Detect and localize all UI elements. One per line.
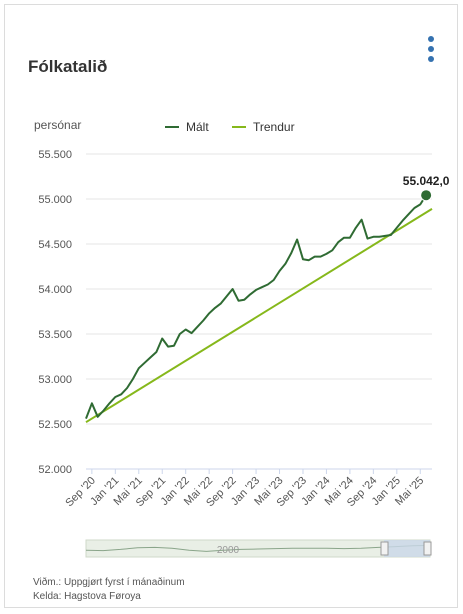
navigator-selection [384, 540, 430, 557]
y-tick-label: 52.500 [38, 419, 72, 431]
y-tick-label: 55.500 [38, 149, 72, 161]
last-point-marker [420, 189, 433, 202]
y-tick-label: 54.000 [38, 284, 72, 296]
navigator-series [85, 544, 431, 552]
menu-dot [428, 36, 434, 42]
series-line-measured [85, 194, 427, 419]
y-tick-label: 55.000 [38, 194, 72, 206]
y-tick-label: 53.500 [38, 329, 72, 341]
navigator[interactable]: 2000 [85, 539, 432, 558]
grid-lines [86, 153, 432, 470]
annotation-group: 55.042,0 [403, 174, 450, 202]
menu-dot [428, 46, 434, 52]
y-axis-label: persónar [34, 118, 81, 132]
data-label: 55.042,0 [403, 174, 450, 188]
series-group [85, 194, 433, 424]
legend: Mált Trendur [165, 120, 295, 134]
footer-note: Viðm.: Uppgjørt fyrst í mánaðinum [33, 577, 185, 588]
chart-title: Fólkatalið [28, 57, 108, 76]
series-line-trend [85, 208, 433, 424]
footer-source: Kelda: Hagstova Føroya [33, 591, 141, 602]
menu-dot [428, 56, 434, 62]
navigator-label: 2000 [217, 545, 240, 556]
y-tick-label: 53.000 [38, 374, 72, 386]
navigator-handle[interactable] [380, 541, 389, 556]
y-axis-ticks: 52.000 52.500 53.000 53.500 54.000 54.500 55.0… [38, 149, 72, 476]
y-tick-label: 54.500 [38, 239, 72, 251]
legend-label: Mált [186, 120, 209, 134]
navigator-handle[interactable] [423, 541, 432, 556]
chart-card [4, 4, 458, 608]
more-vertical-icon[interactable] [424, 36, 438, 70]
legend-label: Trendur [253, 120, 295, 134]
y-tick-label: 52.000 [38, 464, 72, 476]
